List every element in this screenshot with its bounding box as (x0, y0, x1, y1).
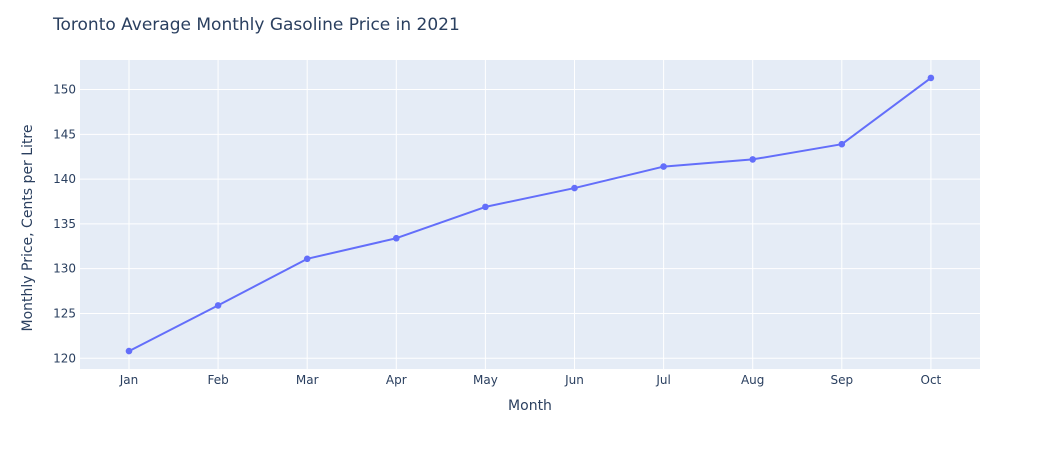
y-tick-label: 140 (53, 172, 76, 186)
x-tick-label: Feb (207, 373, 228, 387)
x-tick-label: Sep (830, 373, 853, 387)
x-tick-label: Apr (386, 373, 407, 387)
chart-title: Toronto Average Monthly Gasoline Price i… (52, 15, 460, 35)
y-tick-label: 135 (53, 217, 76, 231)
data-point (749, 156, 756, 163)
y-tick-label: 120 (53, 351, 76, 365)
grid-lines (80, 60, 980, 369)
data-point (482, 203, 489, 211)
y-tick-label: 130 (53, 262, 76, 276)
data-point (927, 74, 935, 82)
x-tick-label: Mar (296, 373, 319, 387)
data-point (660, 163, 667, 170)
data-points (125, 74, 935, 355)
x-tick-label: Aug (741, 373, 764, 387)
plot-area (80, 60, 980, 369)
x-axis-ticks: Jan Feb Mar Apr May Jun Jul Aug Sep Oct (119, 373, 942, 387)
x-tick-label: May (473, 373, 498, 387)
series-line-group (128, 77, 932, 352)
y-tick-label: 125 (53, 306, 76, 320)
data-point (303, 255, 311, 263)
y-tick-label: 145 (53, 127, 76, 141)
y-tick-label: 150 (53, 83, 76, 97)
data-point (571, 184, 578, 192)
x-tick-label: Jun (564, 373, 584, 387)
data-point (838, 140, 846, 148)
data-point (214, 302, 222, 309)
x-axis-title: Month (508, 398, 552, 414)
y-axis-ticks: 120 125 130 135 140 145 150 (53, 83, 76, 366)
x-tick-label: Jul (655, 373, 670, 387)
data-point (125, 347, 133, 355)
y-axis-title: Monthly Price, Cents per Litre (20, 125, 36, 332)
data-point (393, 234, 400, 242)
x-tick-label: Oct (921, 373, 942, 387)
x-tick-label: Jan (119, 373, 139, 387)
series-line (128, 77, 932, 352)
